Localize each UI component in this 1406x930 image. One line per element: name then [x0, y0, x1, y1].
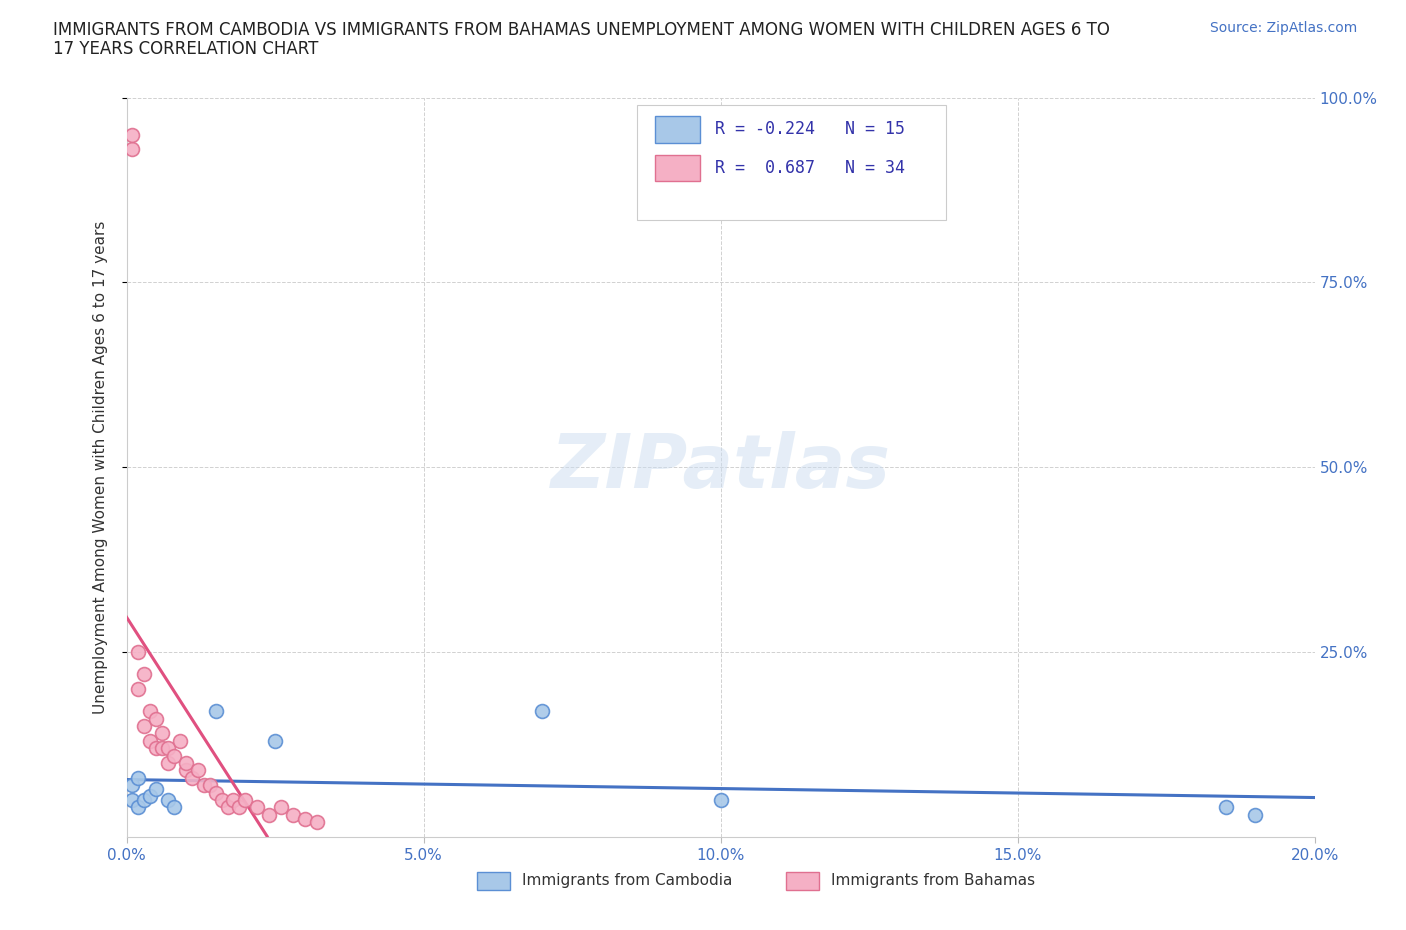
- Point: [145, 781, 167, 796]
- Point: [204, 704, 226, 719]
- Point: [204, 785, 226, 800]
- Text: ZIPatlas: ZIPatlas: [551, 431, 890, 504]
- Text: 17 YEARS CORRELATION CHART: 17 YEARS CORRELATION CHART: [53, 40, 319, 58]
- FancyBboxPatch shape: [786, 871, 820, 890]
- FancyBboxPatch shape: [477, 871, 510, 890]
- Point: [294, 811, 316, 826]
- Point: [127, 644, 149, 659]
- Point: [139, 789, 162, 804]
- Point: [174, 763, 197, 777]
- Point: [257, 807, 280, 822]
- Point: [139, 734, 162, 749]
- Text: Immigrants from Bahamas: Immigrants from Bahamas: [831, 873, 1035, 888]
- Point: [198, 777, 221, 792]
- Point: [169, 734, 191, 749]
- Text: Immigrants from Cambodia: Immigrants from Cambodia: [522, 873, 733, 888]
- Point: [222, 792, 245, 807]
- Text: R =  0.687   N = 34: R = 0.687 N = 34: [714, 159, 904, 177]
- Point: [121, 792, 143, 807]
- Point: [145, 711, 167, 726]
- Text: Source: ZipAtlas.com: Source: ZipAtlas.com: [1209, 21, 1357, 35]
- Point: [174, 755, 197, 770]
- Point: [264, 734, 287, 749]
- Point: [270, 800, 292, 815]
- Point: [211, 792, 233, 807]
- Text: IMMIGRANTS FROM CAMBODIA VS IMMIGRANTS FROM BAHAMAS UNEMPLOYMENT AMONG WOMEN WIT: IMMIGRANTS FROM CAMBODIA VS IMMIGRANTS F…: [53, 21, 1111, 39]
- Point: [163, 800, 186, 815]
- Point: [710, 792, 733, 807]
- FancyBboxPatch shape: [655, 116, 700, 142]
- FancyBboxPatch shape: [637, 105, 946, 219]
- Point: [134, 719, 156, 734]
- Point: [187, 763, 209, 777]
- Y-axis label: Unemployment Among Women with Children Ages 6 to 17 years: Unemployment Among Women with Children A…: [93, 220, 108, 714]
- Text: R = -0.224   N = 15: R = -0.224 N = 15: [714, 121, 904, 139]
- Point: [127, 770, 149, 785]
- Point: [157, 792, 180, 807]
- Point: [121, 127, 143, 142]
- Point: [217, 800, 239, 815]
- Point: [233, 792, 257, 807]
- FancyBboxPatch shape: [655, 154, 700, 181]
- Point: [157, 741, 180, 756]
- Point: [127, 800, 149, 815]
- Point: [127, 682, 149, 697]
- Point: [1244, 807, 1267, 822]
- Point: [531, 704, 554, 719]
- Point: [305, 815, 328, 830]
- Point: [157, 755, 180, 770]
- Point: [139, 704, 162, 719]
- Point: [121, 142, 143, 157]
- Point: [163, 749, 186, 764]
- Point: [180, 770, 202, 785]
- Point: [281, 807, 304, 822]
- Point: [193, 777, 215, 792]
- Point: [1215, 800, 1237, 815]
- Point: [246, 800, 269, 815]
- Point: [228, 800, 250, 815]
- Point: [150, 741, 173, 756]
- Point: [134, 667, 156, 682]
- Point: [121, 777, 143, 792]
- Point: [134, 792, 156, 807]
- Point: [150, 726, 173, 741]
- Point: [145, 741, 167, 756]
